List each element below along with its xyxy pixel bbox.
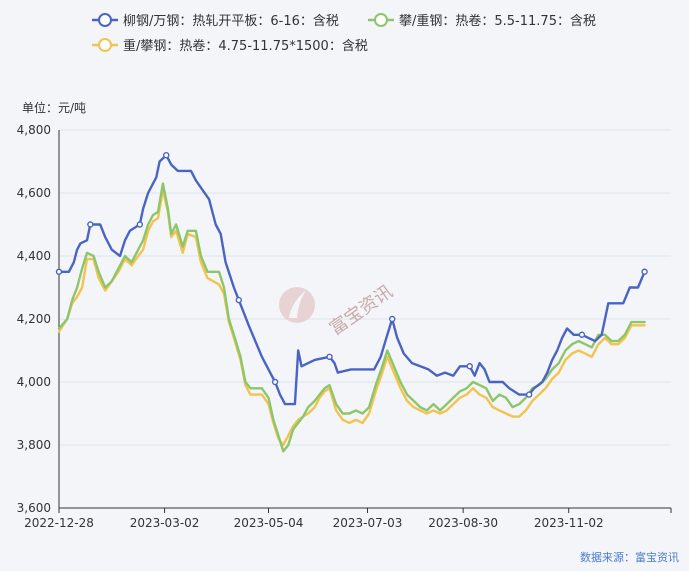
x-axis-ticks: 2022-12-28 2023-03-02 2023-05-04 2023-07-03… [24,508,604,530]
y-axis-unit-label: 单位：元/吨 [22,100,86,115]
data-source-label: 数据来源：富宝资讯 [580,550,679,564]
data-point [271,378,279,386]
y-axis-ticks: 3,600 3,800 4,000 4,200 4,400 4,600 4,800 [17,123,51,515]
data-point [136,221,144,228]
data-point [578,331,586,338]
x-tick-label: 2023-05-04 [234,516,304,530]
y-tick-label: 4,600 [17,186,51,200]
series-line [57,188,646,447]
y-tick-label: 4,800 [17,123,51,137]
x-tick-label: 2022-12-28 [24,516,94,530]
data-point [525,391,533,398]
legend-entry: 柳钢/万钢：热轧开平板：6-16：含税 [123,13,339,29]
legend-entry: 重/攀钢：热卷：4.75-11.75*1500：含税 [123,38,368,54]
legend-marker-icon [98,13,112,27]
x-tick-label: 2023-07-03 [333,516,403,530]
x-tick-label: 2023-03-02 [130,516,200,530]
y-tick-label: 4,400 [17,249,51,263]
series-line [57,154,646,406]
data-point [641,268,648,275]
data-point [163,151,170,159]
legend: 柳钢/万钢：热轧开平板：6-16：含税 攀/重钢：热卷：5.5-11.75：含税重… [92,13,596,54]
x-tick-label: 2023-11-02 [534,516,604,530]
data-point [326,353,333,360]
x-tick-label: 2023-08-30 [428,516,498,530]
data-point [235,296,243,304]
series-lines [55,151,648,453]
legend-marker-icon [374,13,388,27]
data-point [389,315,396,323]
y-tick-label: 4,000 [17,375,51,389]
data-point [55,268,63,275]
legend-marker-icon [98,38,112,52]
y-tick-label: 3,600 [17,501,51,515]
watermark-logo-flame-icon [289,290,306,318]
data-point [466,363,473,370]
y-tick-label: 3,800 [17,438,51,452]
y-tick-label: 4,200 [17,312,51,326]
data-point [87,221,94,228]
legend-entry: 攀/重钢：热卷：5.5-11.75：含税 [399,13,596,29]
